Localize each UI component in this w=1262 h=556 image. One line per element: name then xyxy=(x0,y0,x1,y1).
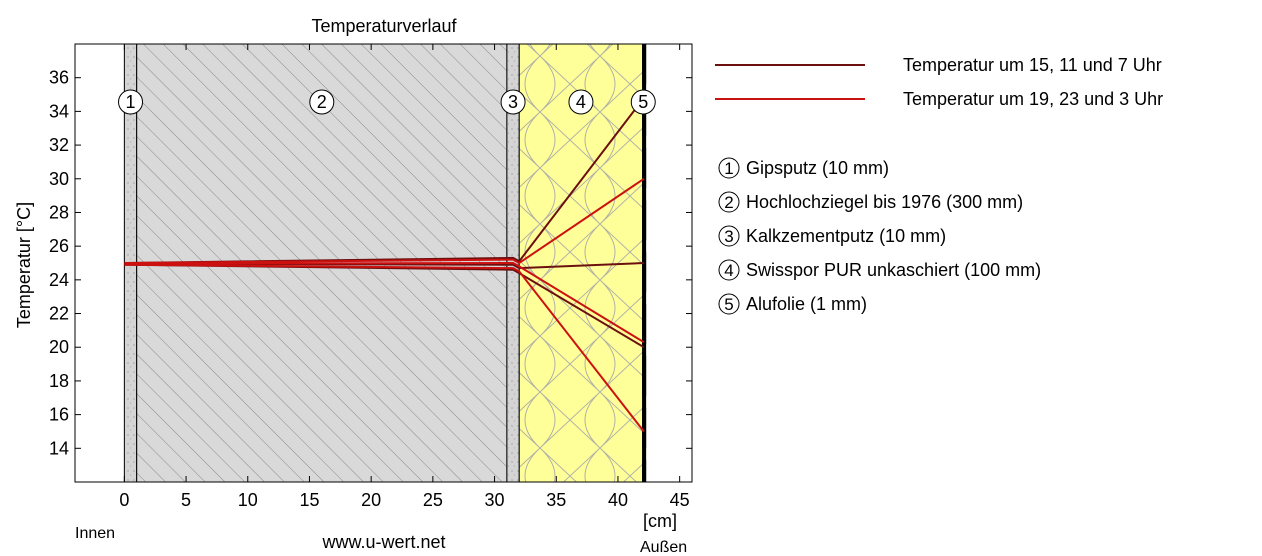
y-tick-label: 14 xyxy=(49,438,69,458)
layer-4-marker-label: 4 xyxy=(576,92,586,112)
inside-label: Innen xyxy=(75,525,115,542)
chart-title: Temperaturverlauf xyxy=(311,16,457,36)
y-tick-label: 36 xyxy=(49,68,69,88)
y-tick-label: 32 xyxy=(49,135,69,155)
y-tick-label: 22 xyxy=(49,304,69,324)
layer-legend-marker-4 xyxy=(718,259,740,281)
layer-legend-label-1: Gipsputz (10 mm) xyxy=(746,158,889,178)
legend-label-1: Temperatur um 15, 11 und 7 Uhr xyxy=(903,55,1162,75)
layer-4-marker xyxy=(568,89,594,115)
layer-3-marker xyxy=(500,89,526,115)
layer-legend-number-2: 2 xyxy=(724,193,733,212)
x-tick-label: 25 xyxy=(423,490,443,510)
layer-legend-marker-1 xyxy=(718,157,740,179)
layer-legend-label-2: Hochlochziegel bis 1976 (300 mm) xyxy=(746,192,1023,212)
layer-5-marker-label: 5 xyxy=(638,92,648,112)
layer-legend-marker-5 xyxy=(718,293,740,315)
plot-area: 0 5 10 15 20 25 30 35 40 451416182022242628303234… xyxy=(49,43,693,510)
y-tick-label: 26 xyxy=(49,236,69,256)
x-tick-label: 15 xyxy=(299,490,319,510)
layer-legend-label-4: Swisspor PUR unkaschiert (100 mm) xyxy=(746,260,1041,280)
temperature-line-4 xyxy=(124,177,645,265)
y-tick-label: 20 xyxy=(49,337,69,357)
x-tick-label: 45 xyxy=(670,490,690,510)
y-tick-label: 16 xyxy=(49,405,69,425)
x-tick-label: 5 xyxy=(181,490,191,510)
y-tick-label: 28 xyxy=(49,202,69,222)
layer-2-marker xyxy=(309,89,335,115)
x-tick-label: 40 xyxy=(608,490,628,510)
plot-frame xyxy=(74,43,693,483)
layer-1-marker-label: 1 xyxy=(126,92,136,112)
legend: Temperatur um 15, 11 und 7 Uhr Temperatur… xyxy=(715,55,1163,109)
y-tick-label: 18 xyxy=(49,371,69,391)
layer-legend-number-4: 4 xyxy=(724,261,733,280)
x-tick-label: 30 xyxy=(485,490,505,510)
layer-3-marker-label: 3 xyxy=(508,92,518,112)
y-tick-label: 34 xyxy=(49,101,69,121)
layer-legend-number-1: 1 xyxy=(724,159,733,178)
layer-2-marker-label: 2 xyxy=(317,92,327,112)
layer-legend-number-5: 5 xyxy=(724,295,733,314)
x-tick-label: 0 xyxy=(119,490,129,510)
y-axis-label: Temperatur [°C] xyxy=(14,202,34,328)
temperature-line-5 xyxy=(124,263,645,433)
layer-5-marker xyxy=(630,89,656,115)
y-tick-label: 24 xyxy=(49,270,69,290)
outside-label: Außen xyxy=(640,539,687,556)
x-tick-label: 20 xyxy=(361,490,381,510)
x-tick-label: 10 xyxy=(238,490,258,510)
temperature-line-6 xyxy=(124,261,645,344)
layer-legend: 1 Gipsputz (10 mm) 2 Hochlochziegel bis 197… xyxy=(718,157,1041,315)
x-tick-label: 35 xyxy=(546,490,566,510)
footer-url: www.u-wert.net xyxy=(321,532,445,552)
layer-legend-number-3: 3 xyxy=(724,227,733,246)
x-unit-label: [cm] xyxy=(643,511,677,531)
legend-label-2: Temperatur um 19, 23 und 3 Uhr xyxy=(903,89,1163,109)
layer-legend-marker-3 xyxy=(718,225,740,247)
layer-1-marker xyxy=(118,89,144,115)
y-tick-label: 30 xyxy=(49,169,69,189)
layer-legend-label-3: Kalkzementputz (10 mm) xyxy=(746,226,946,246)
layer-legend-marker-2 xyxy=(718,191,740,213)
layer-legend-label-5: Alufolie (1 mm) xyxy=(746,294,867,314)
